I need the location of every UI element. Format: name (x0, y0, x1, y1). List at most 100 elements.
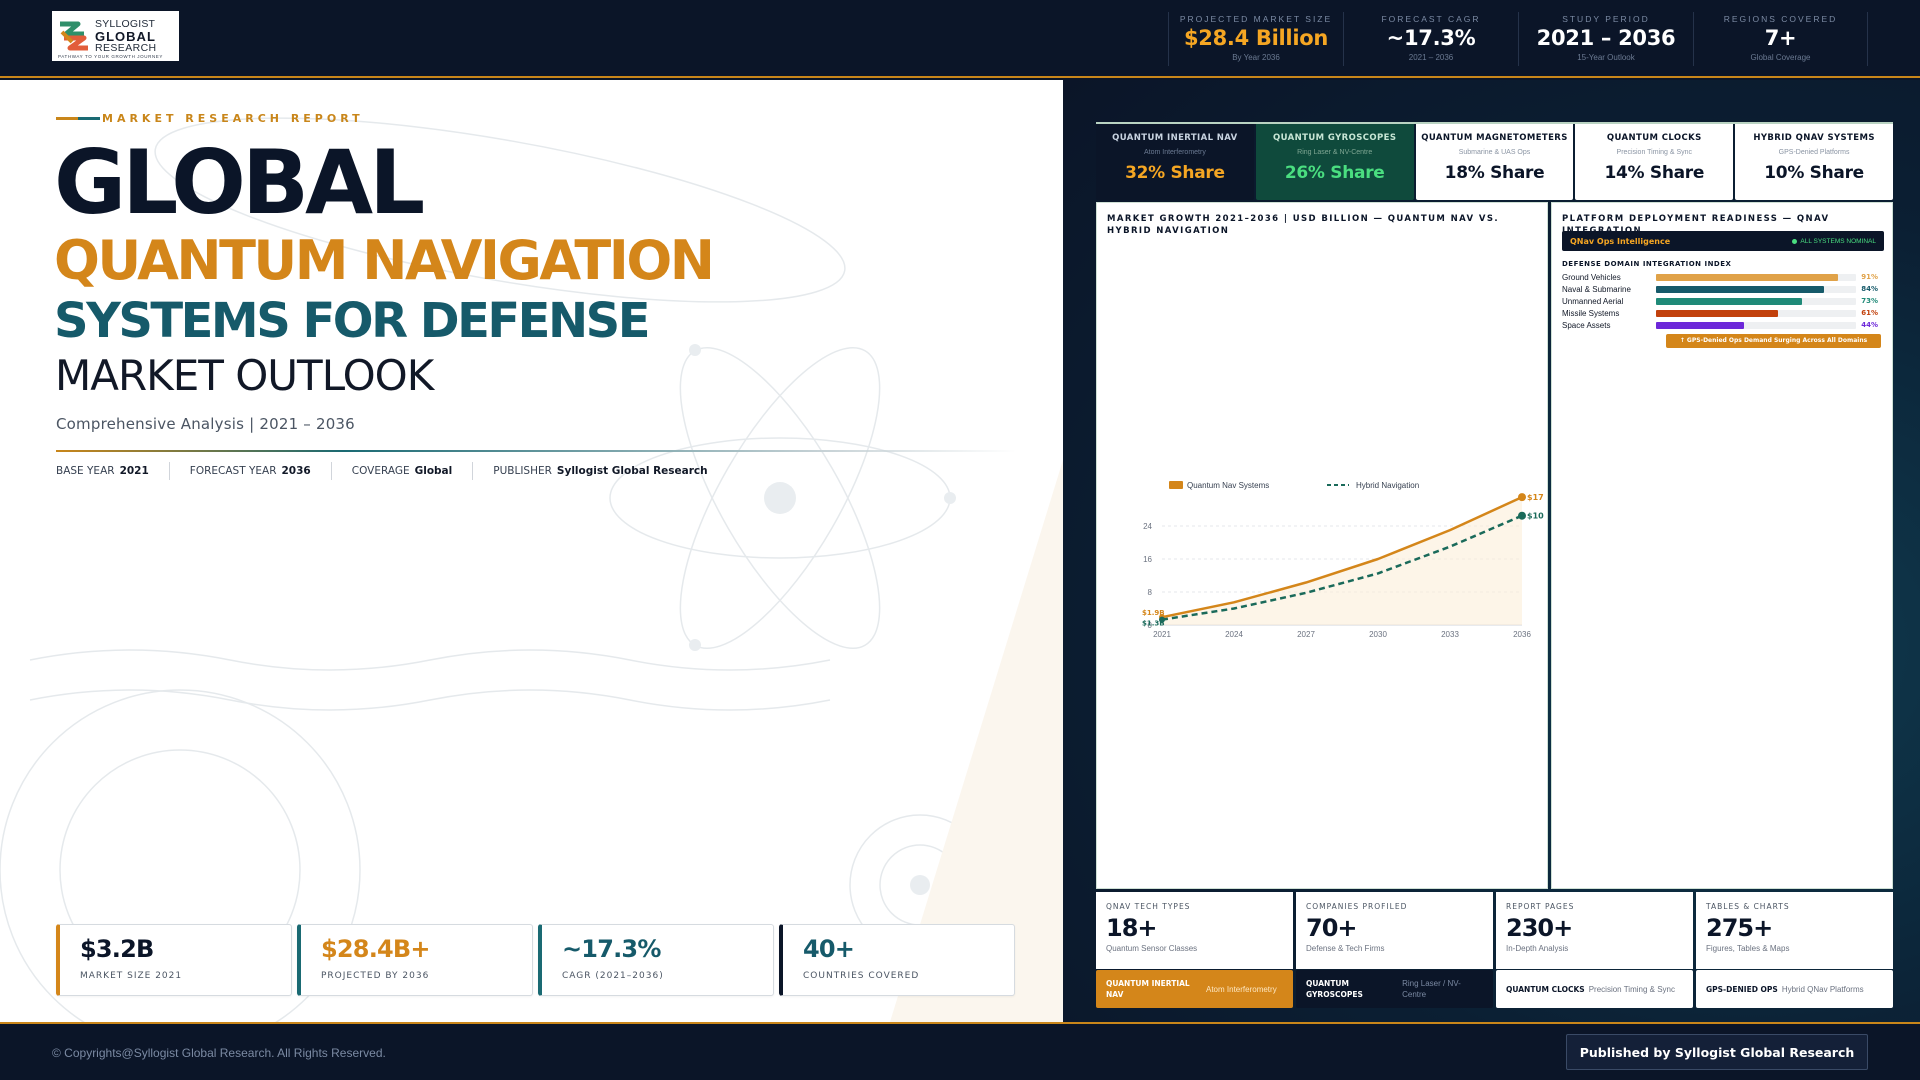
meta-forecast-year: FORECAST YEAR 2036 (190, 462, 332, 480)
report-eyebrow: MARKET RESEARCH REPORT (56, 112, 364, 125)
segment-card-gyroscopes[interactable]: QUANTUM GYROSCOPES Ring Laser & NV-Centr… (1255, 124, 1414, 200)
chart-x-tick-label: 2030 (1369, 630, 1387, 639)
chart-x-tick-label: 2036 (1513, 630, 1531, 639)
hero-divider (56, 450, 1016, 452)
report-stat-sub: Figures, Tables & Maps (1706, 944, 1790, 953)
index-row-value: 73% (1861, 297, 1878, 305)
stat-sub: Global Coverage (1750, 53, 1811, 62)
segment-sub: Precision Timing & Sync (1616, 149, 1693, 156)
report-stat-label: QNAV TECH TYPES (1106, 902, 1191, 911)
report-stat-value: 275+ (1706, 914, 1773, 942)
chart-y-tick-label: 8 (1148, 588, 1153, 597)
stat-value: 7+ (1764, 26, 1797, 50)
kpi-label: COUNTRIES COVERED (803, 971, 920, 981)
company-logo[interactable]: SYLLOGIST GLOBAL RESEARCH PATHWAY TO YOU… (52, 11, 179, 61)
segment-card-magnetometers[interactable]: QUANTUM MAGNETOMETERS Submarine & UAS Op… (1415, 124, 1574, 200)
kpi-label: PROJECTED BY 2036 (321, 971, 430, 981)
publisher-button[interactable]: Published by Syllogist Global Research (1566, 1034, 1868, 1070)
series-start-label: $1.3B (1142, 620, 1165, 628)
series-line-1 (1161, 514, 1523, 621)
legend-swatch-0 (1169, 481, 1183, 489)
series-end-label: $17 (1527, 493, 1544, 502)
tech-tag-gps-denied[interactable]: GPS-DENIED OPS Hybrid QNav Platforms (1696, 970, 1893, 1008)
series-end-label: $10 (1527, 512, 1544, 521)
tech-tag-sub: Hybrid QNav Platforms (1781, 984, 1864, 994)
kpi-value: ~17.3% (562, 935, 661, 963)
report-stat-label: COMPANIES PROFILED (1306, 902, 1408, 911)
chart-x-tick-label: 2027 (1297, 630, 1315, 639)
segment-sub: Atom Interferometry (1143, 149, 1206, 156)
segment-share: 10% Share (1764, 163, 1864, 183)
segment-name: QUANTUM MAGNETOMETERS (1421, 133, 1568, 143)
segment-share: 26% Share (1284, 163, 1385, 183)
index-row-name: Missile Systems (1562, 308, 1620, 318)
kpi-label: CAGR (2021–2036) (562, 971, 664, 981)
report-stat-sub: Defense & Tech Firms (1306, 944, 1385, 953)
kpi-value: 40+ (803, 935, 855, 963)
ops-intelligence-bar: QNav Ops Intelligence ALL SYSTEMS NOMINA… (1562, 231, 1884, 251)
tech-tag-name: GPS-DENIED OPS (1706, 984, 1778, 994)
stat-sub: 15-Year Outlook (1577, 53, 1635, 62)
segment-card-hybrid[interactable]: HYBRID QNAV SYSTEMS GPS-Denied Platforms… (1735, 124, 1893, 200)
stat-label: PROJECTED MARKET SIZE (1179, 14, 1333, 24)
hero-title-line1: GLOBAL (54, 131, 425, 234)
report-stat-label: REPORT PAGES (1506, 902, 1575, 911)
index-row-name: Space Assets (1562, 320, 1611, 330)
hero-title-line2: QUANTUM NAVIGATION (54, 229, 715, 292)
growth-chart: 0 8 16 24 2021 2024 2027 2030 2033 2036 $1.9B $17 $1… (1142, 481, 1544, 639)
stat-value: 2021 – 2036 (1536, 26, 1676, 50)
segment-share: 18% Share (1444, 163, 1545, 183)
tech-tag-inertial-nav[interactable]: QUANTUM INERTIAL NAV Atom Interferometry (1096, 970, 1293, 1008)
header-stat-cagr: FORECAST CAGR ~17.3% 2021 – 2036 (1343, 12, 1518, 66)
kpi-card-countries: 40+ COUNTRIES COVERED (779, 924, 1015, 996)
tech-tag-clocks[interactable]: QUANTUM CLOCKS Precision Timing & Sync (1496, 970, 1693, 1008)
index-row-naval: Naval & Submarine 84% (1562, 283, 1884, 295)
report-stat-value: 18+ (1106, 914, 1158, 942)
report-stat-value: 230+ (1506, 914, 1573, 942)
legend-label-0: Quantum Nav Systems (1187, 481, 1269, 490)
integration-index-rows: Ground Vehicles 91% Naval & Submarine 84… (1562, 271, 1884, 331)
index-row-track (1656, 285, 1856, 293)
tech-tag-gyroscopes[interactable]: QUANTUM GYROSCOPES Ring Laser / NV-Centr… (1296, 970, 1493, 1008)
series-start-point (1159, 616, 1165, 623)
stat-value: ~17.3% (1386, 26, 1476, 50)
readiness-card: PLATFORM DEPLOYMENT READINESS — QNAV INT… (1551, 202, 1893, 889)
index-row-track (1656, 321, 1856, 329)
kpi-card-cagr: ~17.3% CAGR (2021–2036) (538, 924, 774, 996)
status-dot-icon (1792, 238, 1798, 244)
tech-tag-name: QUANTUM GYROSCOPES (1306, 979, 1363, 999)
index-row-space: Space Assets 44% (1562, 319, 1884, 331)
kpi-label: MARKET SIZE 2021 (80, 971, 183, 981)
report-stat-value: 70+ (1306, 914, 1358, 942)
ops-status: ALL SYSTEMS NOMINAL (1792, 238, 1876, 245)
segment-name: QUANTUM GYROSCOPES (1273, 133, 1397, 143)
index-row-track (1656, 273, 1856, 281)
segment-sub: Ring Laser & NV-Centre (1297, 149, 1373, 156)
kpi-card-market-size: $3.2B MARKET SIZE 2021 (56, 924, 292, 996)
segment-card-clocks[interactable]: QUANTUM CLOCKS Precision Timing & Sync 1… (1575, 124, 1734, 200)
segment-name: QUANTUM CLOCKS (1606, 133, 1702, 143)
header-stat-regions: REGIONS COVERED 7+ Global Coverage (1693, 12, 1868, 66)
report-stats-row: QNAV TECH TYPES 18+ Quantum Sensor Class… (1096, 892, 1893, 969)
header-stat-study-period: STUDY PERIOD 2021 – 2036 15-Year Outlook (1518, 12, 1693, 66)
index-row-name: Ground Vehicles (1562, 272, 1621, 282)
report-stat-sub: In-Depth Analysis (1506, 944, 1569, 953)
series-start-label: $1.9B (1142, 609, 1165, 617)
series-end-point (1518, 511, 1526, 520)
growth-chart-title: MARKET GROWTH 2021–2036 | USD BILLION — … (1107, 214, 1500, 236)
report-stat-tables: TABLES & CHARTS 275+ Figures, Tables & M… (1696, 892, 1893, 969)
index-row-missile: Missile Systems 61% (1562, 307, 1884, 319)
ops-status-text: ALL SYSTEMS NOMINAL (1800, 237, 1876, 245)
report-stat-tech-types: QNAV TECH TYPES 18+ Quantum Sensor Class… (1096, 892, 1293, 969)
index-row-value: 91% (1861, 273, 1878, 281)
meta-coverage: COVERAGE Global (352, 462, 474, 480)
technology-tags-row: QUANTUM INERTIAL NAV Atom Interferometry… (1096, 970, 1893, 1008)
segment-name: HYBRID QNAV SYSTEMS (1753, 133, 1875, 143)
tech-tag-sub: Atom Interferometry (1206, 984, 1277, 994)
header-stat-market-size: PROJECTED MARKET SIZE $28.4 Billion By Y… (1168, 12, 1343, 66)
report-stat-pages: REPORT PAGES 230+ In-Depth Analysis (1496, 892, 1693, 969)
segment-card-inertial-nav[interactable]: QUANTUM INERTIAL NAV Atom Interferometry… (1096, 124, 1254, 200)
chart-x-tick-label: 2033 (1441, 630, 1459, 639)
stat-label: STUDY PERIOD (1562, 14, 1650, 24)
tech-tag-name: QUANTUM INERTIAL NAV (1106, 979, 1190, 999)
